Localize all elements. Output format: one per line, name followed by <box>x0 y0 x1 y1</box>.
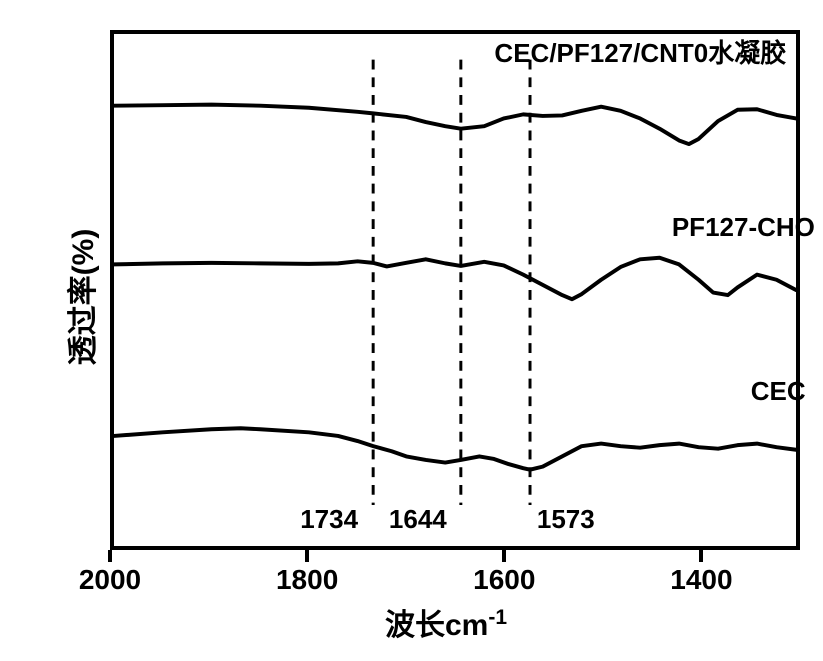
series-curve <box>114 258 796 299</box>
x-tick-mark <box>699 550 703 562</box>
x-tick-mark <box>305 550 309 562</box>
series-label: CEC/PF127/CNT0水凝胶 <box>494 33 786 70</box>
ftir-chart: 2000 1800 1600 1400 波长cm-1 透过率(%) CEC/PF127/CN… <box>0 0 823 661</box>
series-label: CEC <box>751 376 806 407</box>
plot-area <box>110 30 800 550</box>
x-tick-mark <box>108 550 112 562</box>
x-tick-label: 1600 <box>469 564 539 596</box>
curves-svg <box>114 34 796 546</box>
x-tick-label: 1800 <box>272 564 342 596</box>
peak-label: 1734 <box>300 504 358 535</box>
peak-label: 1644 <box>389 504 447 535</box>
x-tick-label: 2000 <box>75 564 145 596</box>
peak-label: 1573 <box>537 504 595 535</box>
x-axis-label: 波长cm-1 <box>385 600 507 644</box>
series-label: PF127-CHO <box>672 212 815 243</box>
x-tick-mark <box>502 550 506 562</box>
y-axis-label: 透过率(%) <box>58 227 102 367</box>
series-curve <box>114 428 796 469</box>
series-curve <box>114 105 796 144</box>
x-tick-label: 1400 <box>666 564 736 596</box>
